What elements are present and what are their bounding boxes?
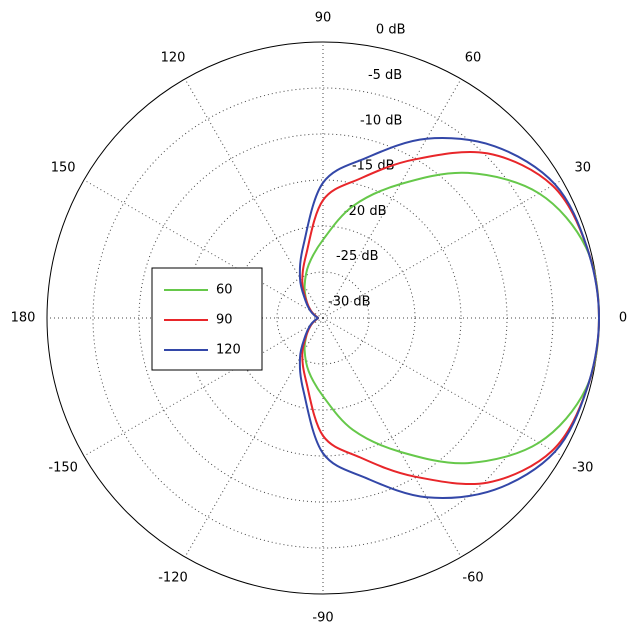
- angle-label: 90: [315, 11, 332, 26]
- r-tick-label: -25 dB: [336, 249, 379, 264]
- r-tick-label: -15 dB: [352, 159, 395, 174]
- angle-label: 120: [161, 51, 186, 66]
- angle-label: 150: [51, 161, 76, 176]
- legend-label: 90: [216, 313, 233, 328]
- angle-label: 180: [11, 311, 36, 326]
- legend-label: 60: [216, 283, 233, 298]
- grid-ring: [276, 271, 370, 365]
- grid-ring: [184, 179, 462, 457]
- angle-label: -120: [158, 570, 188, 585]
- angle-label: -30: [572, 461, 593, 476]
- angle-label: -60: [462, 570, 483, 585]
- r-tick-label: -10 dB: [360, 113, 403, 128]
- r-tick-label: 0 dB: [376, 23, 406, 38]
- series-line: [298, 137, 601, 499]
- legend-label: 120: [216, 343, 241, 358]
- angle-label: -90: [312, 611, 333, 626]
- angle-label: 60: [465, 51, 482, 66]
- r-tick-label: -30 dB: [328, 295, 371, 310]
- angle-label: -150: [48, 461, 78, 476]
- grid-ring: [92, 87, 554, 549]
- series-line: [301, 150, 601, 486]
- angle-label: 0: [619, 311, 627, 326]
- r-tick-label: -20 dB: [344, 204, 387, 219]
- angle-label: 30: [575, 161, 592, 176]
- r-tick-label: -5 dB: [368, 68, 402, 83]
